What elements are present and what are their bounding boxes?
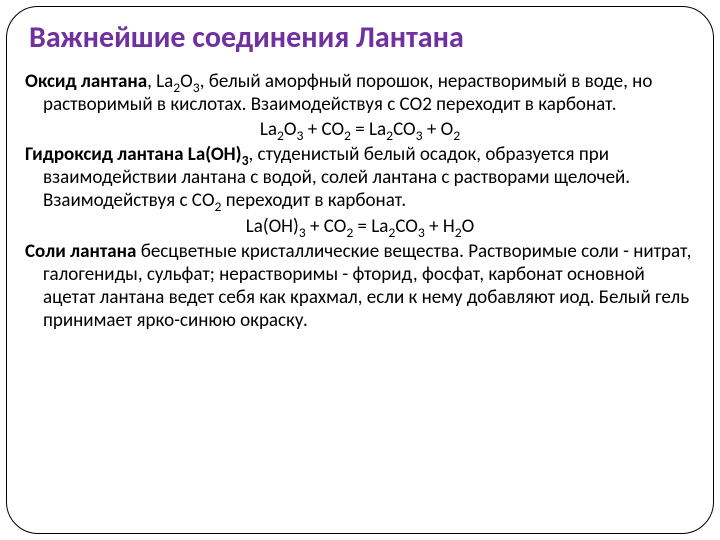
eq2-s1: 3 xyxy=(299,223,306,240)
salts-paragraph: Соли лантана бесцветные кристаллические … xyxy=(25,240,695,333)
oxide-lead: Оксид лантана xyxy=(25,70,147,93)
oxide-paragraph: Оксид лантана, La2O3, белый аморфный пор… xyxy=(25,70,695,116)
eq2-s5: 2 xyxy=(455,223,462,240)
slide-title: Важнейшие соединения Лантана xyxy=(25,21,695,56)
eq1-s5: 3 xyxy=(416,127,423,144)
eq2-co3: CO xyxy=(395,215,418,238)
slide-frame: Важнейшие соединения Лантана Оксид ланта… xyxy=(6,6,714,534)
eq2-laoh: La(OH) xyxy=(246,215,299,238)
salts-tail: бесцветные кристаллические вещества. Рас… xyxy=(43,240,691,333)
hydroxide-tail-2: переходит в карбонат. xyxy=(221,189,406,212)
oxide-text-1: , La xyxy=(147,70,173,93)
eq2-s4: 3 xyxy=(418,223,425,240)
eq1-la2: = La xyxy=(351,118,386,141)
hydroxide-lead-text: Гидроксид лантана La(OH) xyxy=(25,143,242,166)
oxide-equation: La2O3 + CO2 = La2CO3 + O2 xyxy=(25,118,695,141)
hydroxide-lead: Гидроксид лантана La(OH)3 xyxy=(25,143,249,166)
eq1-la: La xyxy=(260,118,277,141)
eq2-la: = La xyxy=(353,215,388,238)
eq1-o: O xyxy=(284,118,297,141)
eq2-h: + H xyxy=(425,215,455,238)
oxide-text-2: O xyxy=(180,70,193,93)
hydroxide-equation: La(OH)3 + CO2 = La2CO3 + H2O xyxy=(25,215,695,238)
eq1-o2: + O xyxy=(423,118,454,141)
eq1-co3: CO xyxy=(393,118,416,141)
eq2-o: O xyxy=(462,215,475,238)
eq1-co: + CO xyxy=(303,118,344,141)
eq2-co: + CO xyxy=(306,215,347,238)
eq1-s6: 2 xyxy=(453,127,460,144)
salts-lead: Соли лантана xyxy=(25,240,136,263)
eq1-s3: 2 xyxy=(344,127,351,144)
hydroxide-paragraph: Гидроксид лантана La(OH)3, студенистый б… xyxy=(25,143,695,213)
eq1-s1: 2 xyxy=(277,127,284,144)
